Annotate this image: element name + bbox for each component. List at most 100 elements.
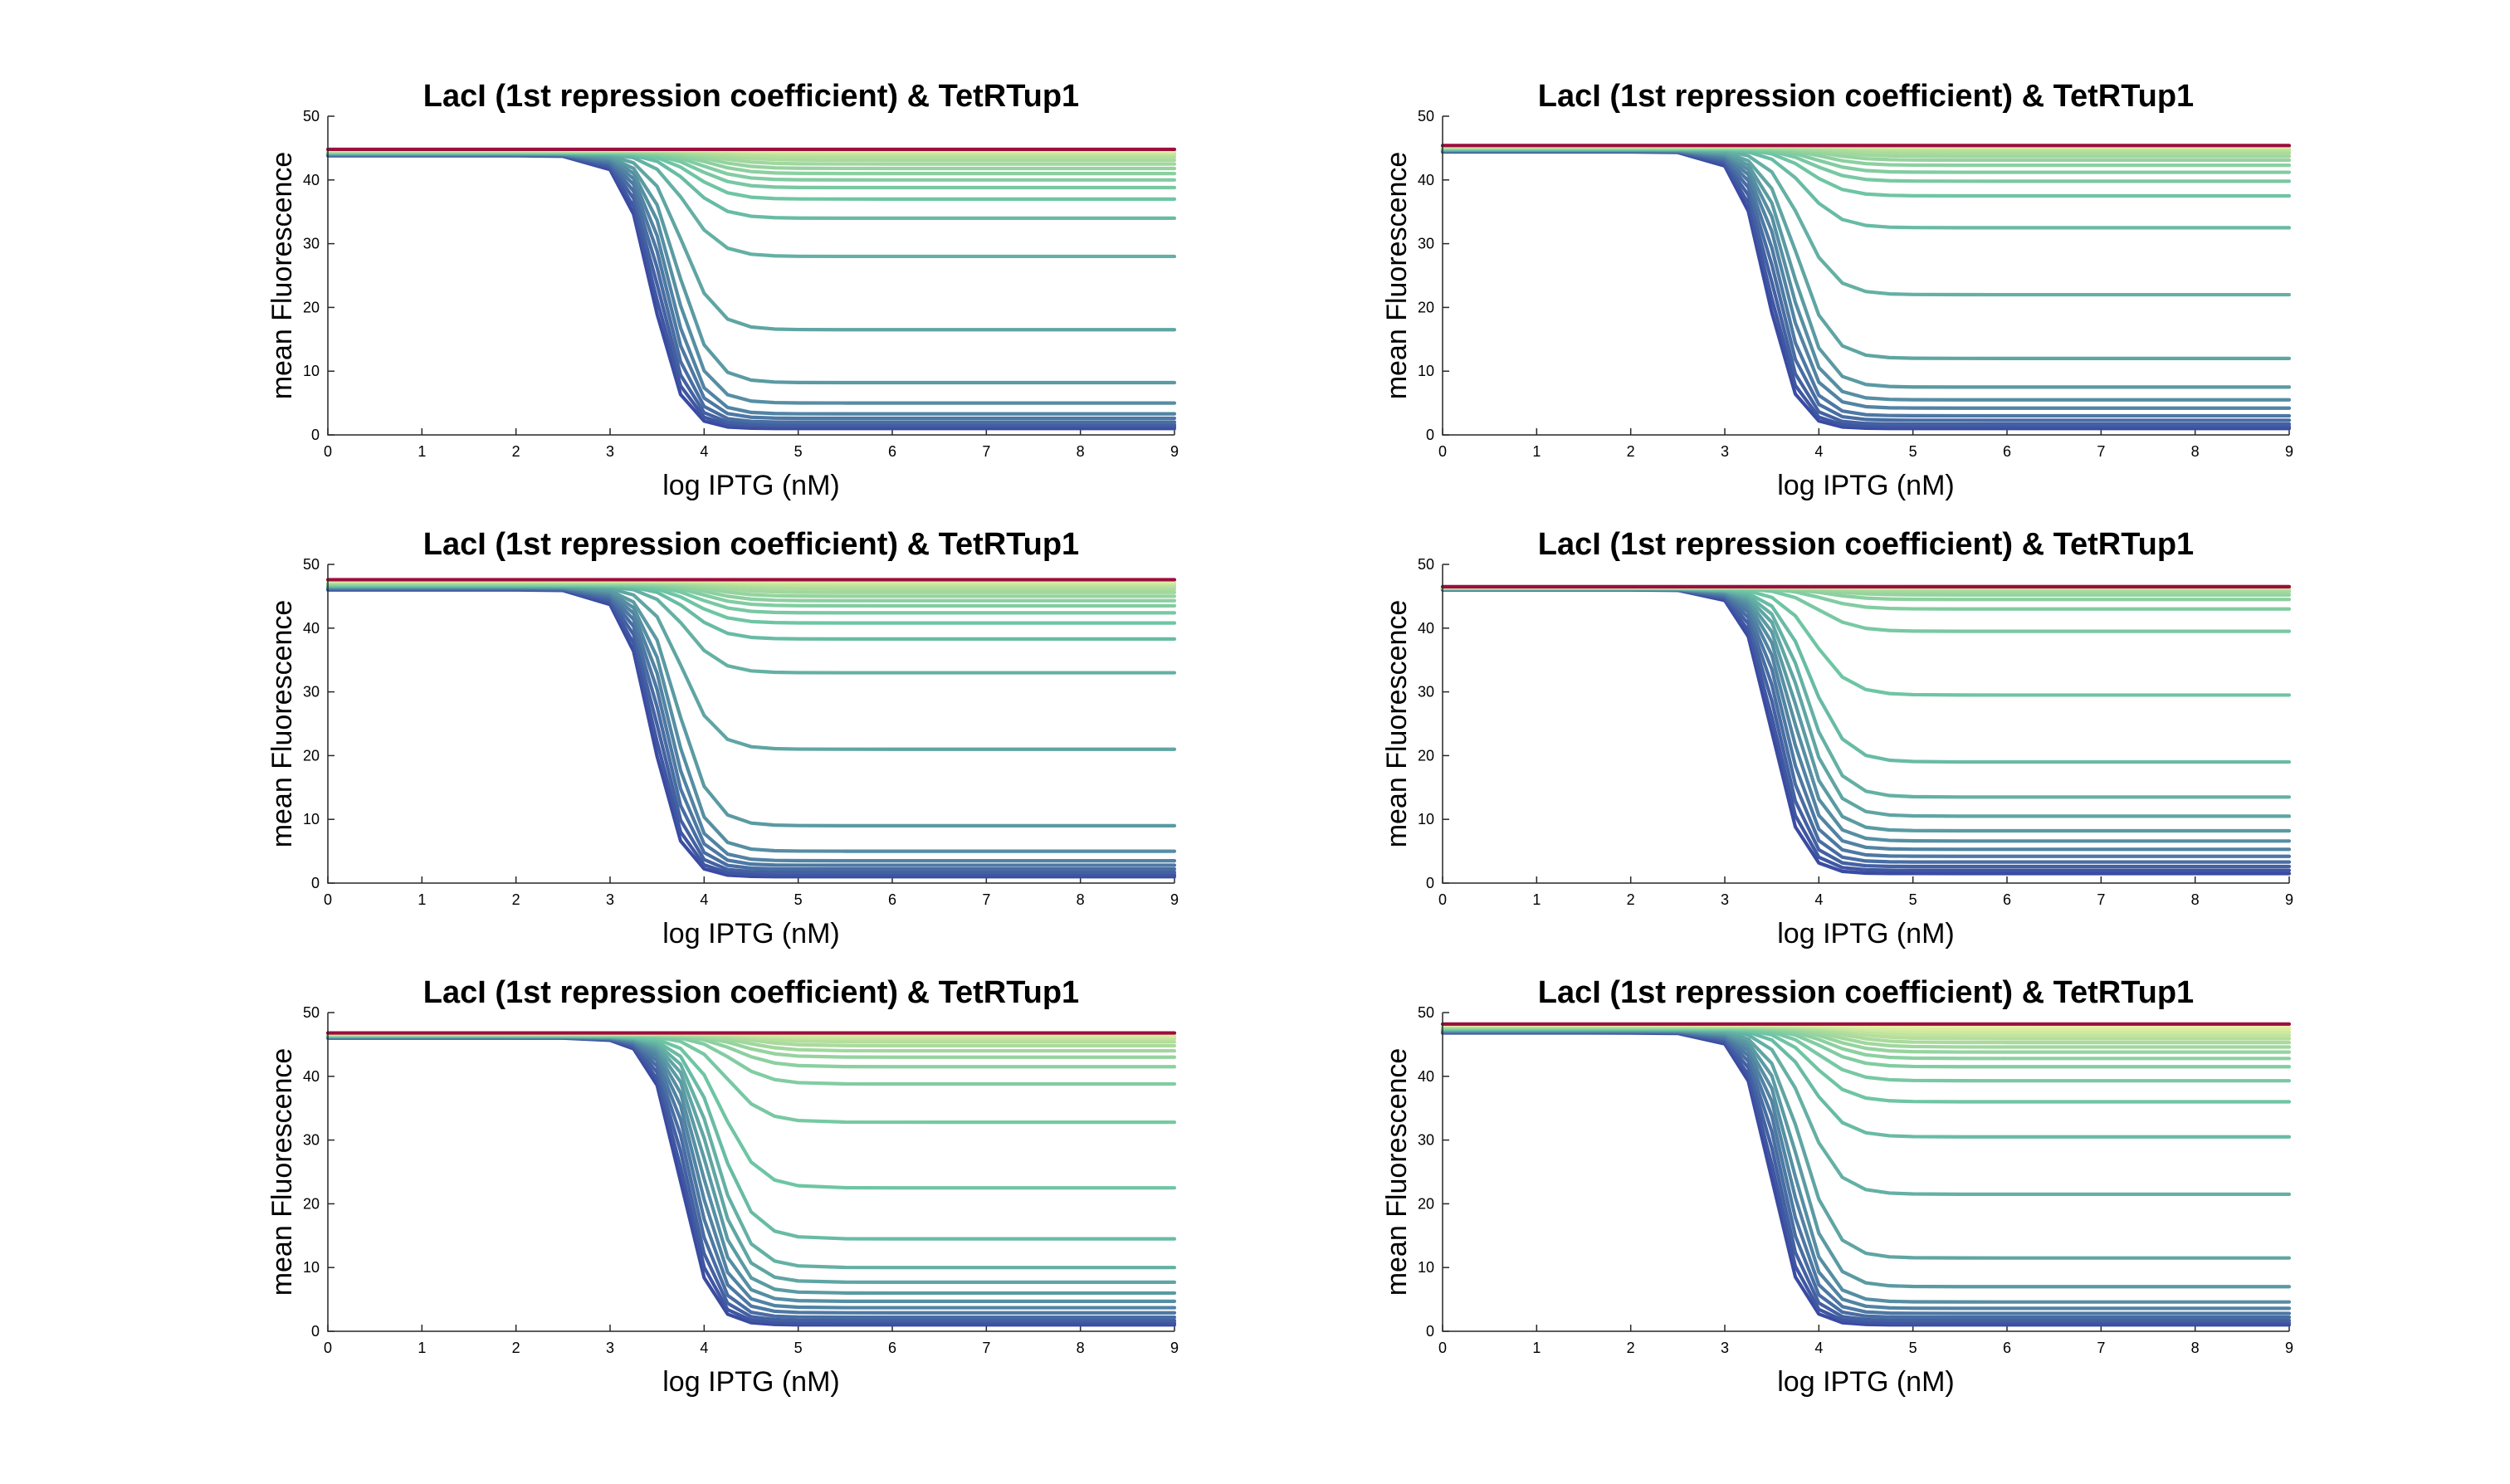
curve-layer [325,578,1177,879]
x-tick-label: 9 [1170,1340,1179,1356]
tick-layer: 0 1 2 3 4 5 6 7 8 9 0 10 20 30 40 50 [1418,108,2293,460]
x-tick-label: 6 [2003,443,2011,460]
chart-panel-5: LacI (1st repression coefficient) & TetR… [266,975,1179,1398]
chart-panel-3: LacI (1st repression coefficient) & TetR… [266,527,1179,949]
x-tick-label: 7 [982,891,990,908]
series-line [1440,1028,2292,1289]
y-tick-label: 30 [1418,236,1434,252]
x-tick-label: 7 [2097,1340,2105,1356]
y-tick-label: 20 [303,1195,320,1212]
x-tick-label: 3 [606,443,614,460]
y-tick-label: 0 [1426,1323,1434,1340]
x-tick-label: 8 [1077,443,1085,460]
y-axis-label: mean Fluorescence [266,600,298,848]
x-tick-label: 2 [512,443,520,460]
series-line [1440,586,2292,697]
x-tick-label: 5 [1909,891,1917,908]
chart-title: LacI (1st repression coefficient) & TetR… [1538,79,2194,114]
y-tick-label: 50 [1418,1004,1434,1021]
y-tick-label: 0 [311,427,320,443]
axes-frame [1442,1013,2289,1332]
series-line [1440,149,2292,410]
x-tick-label: 4 [700,1340,708,1356]
y-axis-label: mean Fluorescence [266,152,298,400]
x-axis-label: log IPTG (nM) [662,1366,839,1398]
x-tick-label: 3 [1721,891,1729,908]
x-tick-label: 0 [1438,1340,1447,1356]
y-tick-label: 50 [1418,556,1434,573]
x-tick-label: 6 [888,443,896,460]
y-tick-label: 50 [303,108,320,124]
series-line [325,588,1177,877]
x-tick-label: 6 [888,891,896,908]
axes-frame [1442,116,2289,436]
series-line [1440,148,2292,389]
y-tick-label: 10 [1418,811,1434,827]
y-tick-label: 40 [303,1068,320,1085]
x-tick-label: 1 [418,1340,426,1356]
x-tick-label: 7 [982,443,990,460]
x-tick-label: 1 [1532,443,1541,460]
x-tick-label: 9 [2285,1340,2293,1356]
chart-panel-4: LacI (1st repression coefficient) & TetR… [1381,527,2293,949]
y-axis-label: mean Fluorescence [1381,600,1413,848]
y-tick-label: 20 [1418,299,1434,315]
y-tick-label: 30 [303,236,320,252]
series-line [325,1036,1177,1325]
tick-layer: 0 1 2 3 4 5 6 7 8 9 0 10 20 30 40 50 [303,108,1179,460]
series-line [325,588,1177,879]
x-tick-label: 6 [2003,1340,2011,1356]
axes-frame [327,564,1174,884]
chart-title: LacI (1st repression coefficient) & TetR… [1538,975,2194,1010]
x-tick-label: 7 [2097,891,2105,908]
y-tick-label: 40 [1418,172,1434,188]
y-tick-label: 50 [303,556,320,573]
y-tick-label: 20 [1418,747,1434,764]
curve-layer [1440,1022,2292,1327]
x-tick-label: 4 [700,891,708,908]
x-tick-label: 4 [1814,1340,1823,1356]
axes-frame [1442,564,2289,884]
series-line [1440,586,2292,764]
x-axis-label: log IPTG (nM) [1777,918,1954,949]
x-tick-label: 3 [1721,443,1729,460]
chart-title: LacI (1st repression coefficient) & TetR… [423,527,1079,562]
y-tick-label: 10 [1418,1259,1434,1276]
series-line [1440,587,2292,799]
x-tick-label: 5 [794,891,803,908]
series-line [1440,587,2292,833]
y-tick-label: 40 [1418,1068,1434,1085]
y-tick-label: 40 [303,620,320,637]
chart-panel-6: LacI (1st repression coefficient) & TetR… [1381,975,2293,1398]
y-tick-label: 0 [1426,875,1434,891]
x-axis-label: log IPTG (nM) [1777,470,1954,501]
x-tick-label: 2 [512,1340,520,1356]
y-tick-label: 40 [1418,620,1434,637]
x-tick-label: 4 [1814,891,1823,908]
y-tick-label: 10 [303,811,320,827]
x-tick-label: 9 [2285,443,2293,460]
series-line [1440,148,2292,402]
y-tick-label: 10 [1418,363,1434,379]
x-tick-label: 2 [1627,443,1635,460]
tick-layer: 0 1 2 3 4 5 6 7 8 9 0 10 20 30 40 50 [303,556,1179,908]
chart-panel-1: LacI (1st repression coefficient) & TetR… [266,79,1179,501]
series-line [325,587,1177,875]
curve-layer [325,147,1177,431]
series-line [1440,1029,2292,1311]
series-line [1440,149,2292,422]
x-tick-label: 9 [1170,891,1179,908]
x-tick-label: 2 [1627,1340,1635,1356]
x-tick-label: 1 [418,443,426,460]
tick-layer: 0 1 2 3 4 5 6 7 8 9 0 10 20 30 40 50 [303,1004,1179,1356]
y-tick-label: 0 [311,875,320,891]
y-tick-label: 10 [303,363,320,379]
x-tick-label: 5 [1909,1340,1917,1356]
x-tick-label: 0 [324,1340,332,1356]
axes-frame [327,116,1174,436]
x-tick-label: 6 [888,1340,896,1356]
x-tick-label: 9 [1170,443,1179,460]
chart-title: LacI (1st repression coefficient) & TetR… [1538,527,2194,562]
curve-layer [1440,144,2292,431]
x-tick-label: 2 [1627,891,1635,908]
